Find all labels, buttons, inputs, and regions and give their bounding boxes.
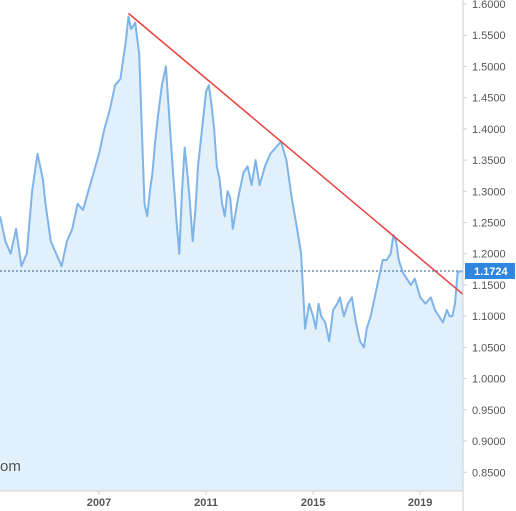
y-tick-label: 0.9500: [472, 405, 506, 417]
y-tick-label: 1.0500: [472, 342, 506, 354]
y-tick-label: 0.9000: [472, 436, 506, 448]
y-tick-label: 1.3500: [472, 155, 506, 167]
trendline: [127, 12, 464, 295]
series-line-layer: [0, 15, 463, 349]
y-tick-label: 1.2500: [472, 218, 506, 230]
y-tick-label: 1.6000: [472, 0, 506, 11]
y-tick-label: 1.0000: [472, 374, 506, 386]
last-value-label-box: [465, 262, 515, 279]
y-tick-label: 1.3000: [472, 186, 506, 198]
series-area: [0, 16, 463, 491]
y-tick-label: 1.4500: [472, 93, 506, 105]
y-axis: 0.8500 0.9000 0.9500 1.0000 1.0500 1.1000 1.15…: [463, 0, 506, 479]
y-tick-label: 1.1500: [472, 280, 506, 292]
y-tick-label: 1.4000: [472, 124, 506, 136]
x-tick-label: 2019: [408, 497, 432, 509]
watermark-text: om: [0, 458, 21, 475]
x-axis: 2007 2011 2015 2019: [87, 491, 432, 509]
last-value-label: 1.1724: [465, 262, 515, 279]
area-layer: [0, 16, 463, 491]
y-tick-label: 0.8500: [472, 467, 506, 479]
y-tick-label: 1.5000: [472, 61, 506, 73]
x-tick-label: 2015: [301, 497, 325, 509]
x-tick-label: 2011: [194, 497, 218, 509]
series-line: [0, 15, 463, 349]
y-tick-label: 1.5500: [472, 30, 506, 42]
y-tick-label: 1.2000: [472, 249, 506, 261]
x-tick-label: 2007: [87, 497, 111, 509]
last-value-label-text: 1.1724: [474, 266, 509, 278]
trendline-layer: [127, 12, 464, 295]
y-tick-label: 1.1000: [472, 311, 506, 323]
